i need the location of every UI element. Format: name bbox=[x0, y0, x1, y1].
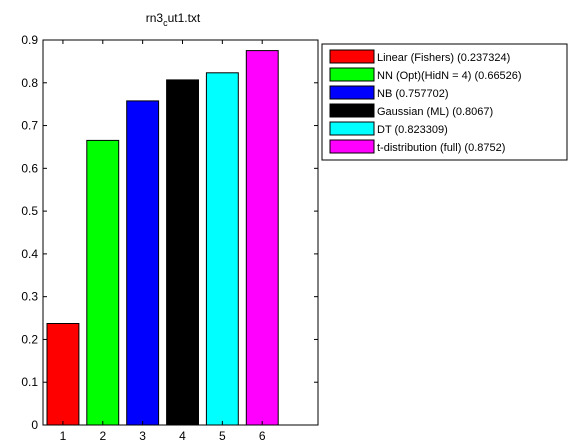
bar-3 bbox=[126, 100, 160, 426]
y-tick-label: 0.8 bbox=[21, 76, 38, 90]
legend-swatch-5 bbox=[329, 121, 375, 136]
chart-title-rest: ut1.txt bbox=[168, 11, 201, 25]
y-tick-label: 0.3 bbox=[21, 290, 38, 304]
y-tick-label: 0.6 bbox=[21, 161, 38, 175]
x-tick-label: 6 bbox=[259, 429, 266, 443]
y-tick-label: 0.1 bbox=[21, 375, 38, 389]
bars-group bbox=[46, 50, 279, 426]
bar-4 bbox=[166, 79, 200, 426]
chart-title: rn3cut1.txt bbox=[146, 11, 201, 28]
legend-label-1: Linear (Fishers) (0.237324) bbox=[377, 52, 510, 64]
x-axis: 1 2 3 4 5 6 bbox=[60, 40, 266, 443]
x-tick-label: 2 bbox=[99, 429, 106, 443]
legend-swatch-4 bbox=[329, 103, 375, 118]
x-tick-label: 3 bbox=[139, 429, 146, 443]
bar-2 bbox=[86, 139, 120, 426]
bar-6 bbox=[245, 50, 279, 426]
y-tick-label: 0.9 bbox=[21, 33, 38, 47]
y-tick-label: 0.5 bbox=[21, 204, 38, 218]
legend-label-4: Gaussian (ML) (0.8067) bbox=[377, 106, 493, 118]
legend-swatch-6 bbox=[329, 139, 375, 154]
legend-swatch-3 bbox=[329, 85, 375, 100]
legend-swatch-1 bbox=[329, 49, 375, 64]
legend-label-3: NB (0.757702) bbox=[377, 88, 449, 100]
y-tick-label: 0.4 bbox=[21, 247, 38, 261]
axes-box bbox=[42, 39, 319, 426]
legend-label-5: DT (0.823309) bbox=[377, 124, 448, 136]
x-tick-label: 1 bbox=[60, 429, 67, 443]
y-tick-label: 0.2 bbox=[21, 332, 38, 346]
chart-title-subscript: c bbox=[163, 18, 168, 28]
legend: Linear (Fishers) (0.237324) NN (Opt)(HidN… bbox=[321, 43, 568, 161]
y-tick-label: 0 bbox=[31, 418, 38, 432]
legend-label-2: NN (Opt)(HidN = 4) (0.66526) bbox=[377, 70, 522, 82]
bar-1 bbox=[46, 323, 80, 426]
x-tick-label: 5 bbox=[219, 429, 226, 443]
legend-swatch-2 bbox=[329, 67, 375, 82]
y-axis: 0 0.1 0.2 0.3 0.4 0.5 0.6 0.7 0.8 0.9 bbox=[21, 33, 318, 432]
y-tick-label: 0.7 bbox=[21, 119, 38, 133]
chart-title-main: rn3 bbox=[146, 11, 164, 25]
bar-5 bbox=[205, 72, 239, 426]
x-tick-label: 4 bbox=[179, 429, 186, 443]
legend-label-6: t-distribution (full) (0.8752) bbox=[377, 142, 505, 154]
